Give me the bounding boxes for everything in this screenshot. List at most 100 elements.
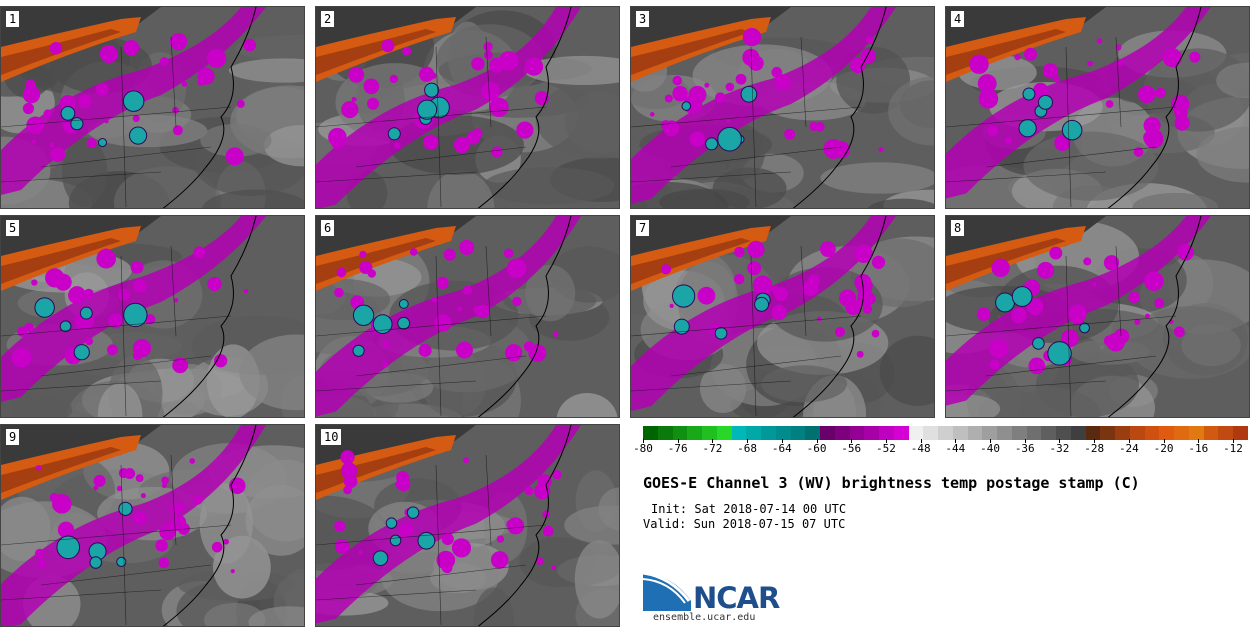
colorbar-segment (820, 426, 835, 440)
colorbar-segment (834, 426, 850, 440)
colorbar-tick-mark (677, 439, 679, 443)
panel-number: 5 (6, 220, 20, 236)
panel-number: 9 (6, 429, 20, 445)
colorbar-segment (643, 426, 658, 440)
wv-satellite-map (316, 425, 619, 626)
colorbar-segment (775, 426, 791, 440)
colorbar-tick-label: -52 (876, 442, 896, 455)
wv-satellite-map (1, 7, 304, 208)
colorbar-tick-label: -12 (1223, 442, 1243, 455)
colorbar-segment (1174, 426, 1189, 440)
colorbar-tick-mark (1094, 439, 1096, 443)
colorbar-tick-mark (1059, 439, 1061, 443)
colorbar-tick-label: -32 (1049, 442, 1070, 455)
stamp-panel-4: 4 (945, 6, 1250, 209)
colorbar-segment (1056, 426, 1071, 440)
colorbar-segment (657, 426, 673, 440)
colorbar-segment (997, 426, 1012, 440)
colorbar-segment (849, 426, 865, 440)
colorbar-tick-label: -56 (841, 442, 862, 455)
colorbar-segment (893, 426, 909, 440)
colorbar-segment (687, 426, 702, 440)
colorbar-segment (761, 426, 776, 440)
panel-number: 1 (6, 11, 20, 27)
colorbar-segment (1041, 426, 1056, 440)
panel-number: 8 (951, 220, 965, 236)
colorbar-tick-label: -24 (1118, 442, 1139, 455)
colorbar-segment (864, 426, 879, 440)
colorbar-tick-label: -48 (910, 442, 931, 455)
panel-number: 10 (321, 429, 342, 445)
colorbar-tick-mark (955, 439, 957, 443)
colorbar-tick-label: -80 (633, 442, 653, 455)
colorbar-tick-mark (816, 439, 818, 443)
stamp-panel-8: 8 (945, 215, 1250, 418)
wv-satellite-map (316, 7, 619, 208)
panel-number: 3 (636, 11, 650, 27)
colorbar-tick-mark (920, 439, 922, 443)
ncar-logo-text: NCAR (693, 581, 780, 615)
colorbar-tick-label: -72 (702, 442, 723, 455)
colorbar-segment (1100, 426, 1115, 440)
colorbar-tick-label: -76 (667, 442, 688, 455)
stamp-panel-2: 2 (315, 6, 620, 209)
colorbar-segment (879, 426, 894, 440)
source-url: ensemble.ucar.edu (653, 612, 756, 623)
colorbar-tick-label: -16 (1188, 442, 1209, 455)
stamp-panel-9: 9 (0, 424, 305, 627)
stamp-panel-7: 7 (630, 215, 935, 418)
colorbar-tick-label: -20 (1153, 442, 1174, 455)
panel-number: 7 (636, 220, 650, 236)
colorbar-segment (1026, 426, 1042, 440)
colorbar-tick-mark (885, 439, 887, 443)
colorbar-tick-mark (712, 439, 714, 443)
wv-satellite-map (631, 7, 934, 208)
colorbar-segment (805, 426, 820, 440)
wv-satellite-map (316, 216, 619, 417)
colorbar-segment (716, 426, 732, 440)
wv-satellite-map (631, 216, 934, 417)
stamp-panel-3: 3 (630, 6, 935, 209)
wv-satellite-map (1, 425, 304, 626)
colorbar-segment (1011, 426, 1027, 440)
colorbar-segment (731, 426, 747, 440)
colorbar-segment (1115, 426, 1130, 440)
colorbar-segment (967, 426, 983, 440)
panel-number: 6 (321, 220, 335, 236)
wv-satellite-map (1, 216, 304, 417)
colorbar-tick-mark (851, 439, 853, 443)
colorbar-segment (1188, 426, 1204, 440)
panel-number: 4 (951, 11, 965, 27)
colorbar-segment (938, 426, 953, 440)
colorbar-segment (1129, 426, 1145, 440)
colorbar (643, 426, 1248, 440)
colorbar-ticks: -80 -76 -72 -68 -64 -60 -56 -52 -48 -44 -40 -36 -32 -… (633, 439, 1248, 462)
ncar-logo-icon (643, 571, 691, 611)
colorbar-tick-label: -28 (1084, 442, 1105, 455)
colorbar-tick-mark (1233, 439, 1234, 443)
colorbar-tick-mark (1128, 439, 1130, 443)
colorbar-tick-label: -68 (737, 442, 758, 455)
colorbar-segment (1144, 426, 1160, 440)
colorbar-segment (1233, 426, 1248, 440)
colorbar-segment (1218, 426, 1233, 440)
colorbar-segment (923, 426, 938, 440)
colorbar-segment (982, 426, 997, 440)
stamp-panel-5: 5 (0, 215, 305, 418)
colorbar-segment (1085, 426, 1101, 440)
colorbar-segment (790, 426, 806, 440)
colorbar-segment (746, 426, 761, 440)
colorbar-tick-label: -60 (806, 442, 827, 455)
colorbar-tick-label: -40 (980, 442, 1000, 455)
wv-satellite-map (946, 7, 1249, 208)
init-time: Init: Sat 2018-07-14 00 UTC (651, 502, 847, 516)
colorbar-tick-mark (1024, 439, 1026, 443)
colorbar-segment (952, 426, 968, 440)
wv-satellite-map (946, 216, 1249, 417)
colorbar-tick-label: -44 (945, 442, 966, 455)
colorbar-tick-mark (781, 439, 783, 443)
colorbar-tick-mark (643, 439, 644, 443)
colorbar-tick-mark (747, 439, 749, 443)
figure-title: GOES-E Channel 3 (WV) brightness temp po… (643, 474, 1140, 492)
colorbar-segment (1203, 426, 1219, 440)
